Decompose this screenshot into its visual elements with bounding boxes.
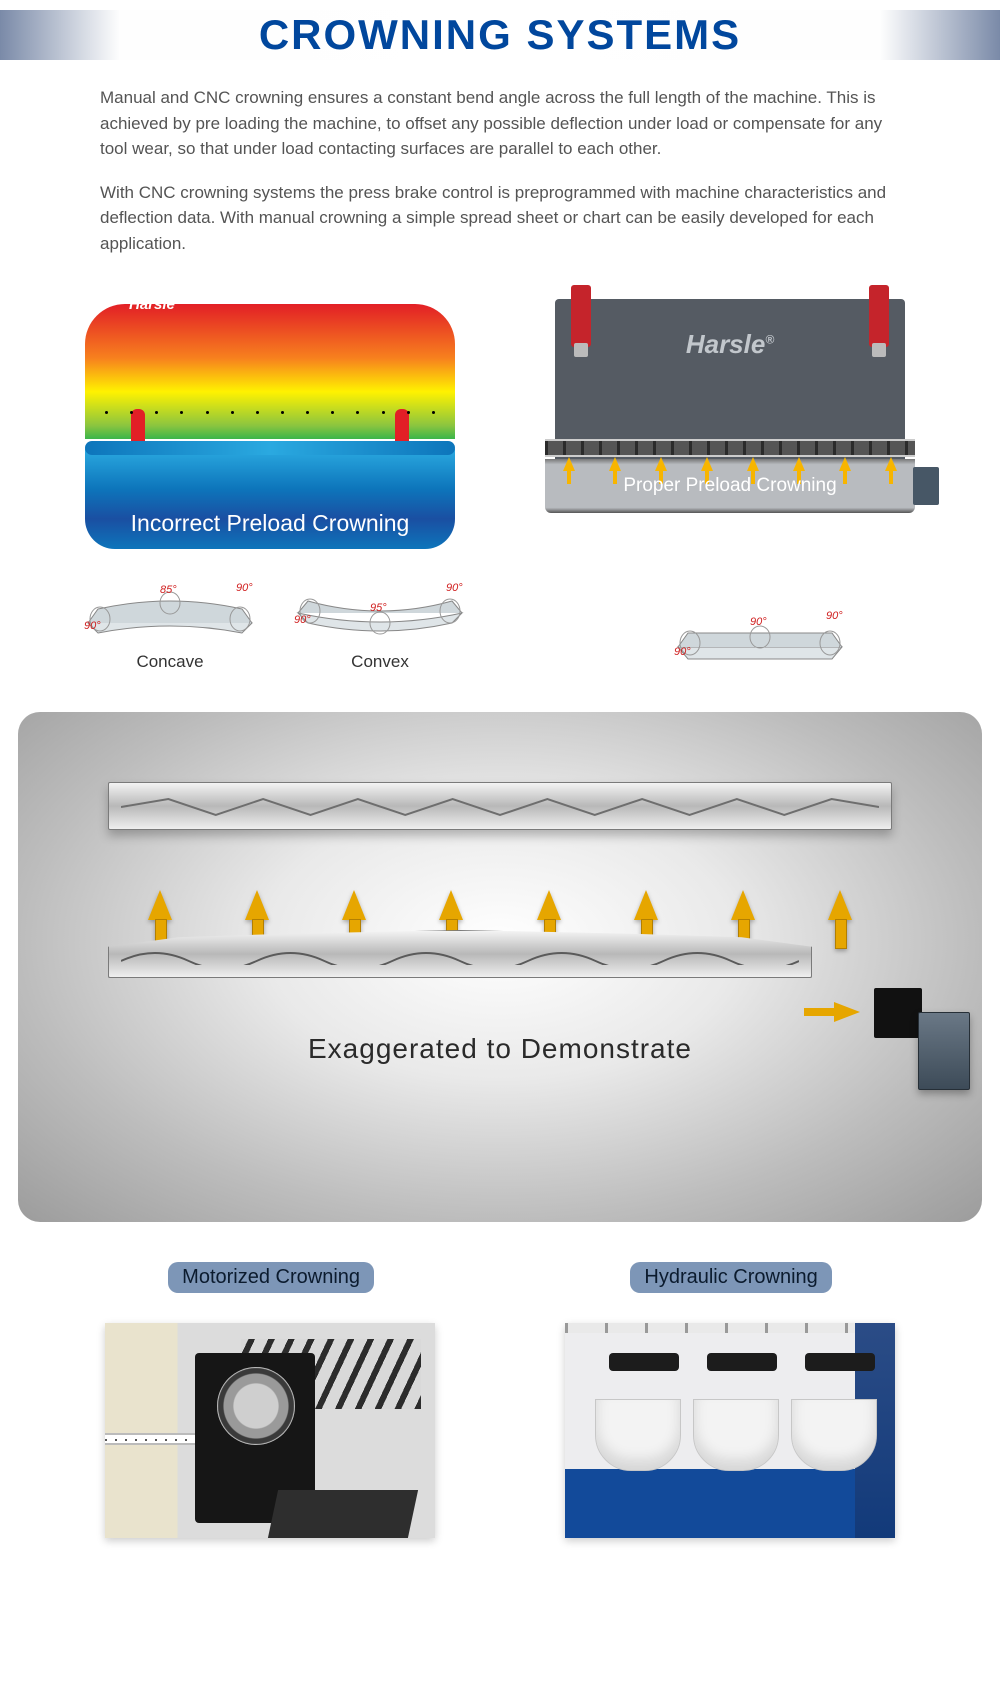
badge-row: Motorized Crowning Hydraulic Crowning [0, 1222, 1000, 1303]
angle-label: 85° [160, 584, 177, 596]
demo-arrows [148, 890, 852, 920]
intro-paragraph-1: Manual and CNC crowning ensures a consta… [100, 85, 900, 162]
arrow-up-icon [609, 457, 621, 471]
drive-motor-icon [913, 467, 939, 505]
tool-dots [105, 411, 435, 415]
angle-label: 90° [294, 614, 311, 626]
arrow-up-icon [701, 457, 713, 471]
arrow-up-icon [731, 890, 755, 920]
demo-caption: Exaggerated to Demonstrate [58, 1033, 942, 1065]
arrow-up-icon [747, 457, 759, 471]
angle-label: 90° [826, 610, 843, 622]
lower-crowned-bar [108, 930, 812, 978]
page-title: CROWNING SYSTEMS [259, 11, 741, 59]
brand-logo: Harsle® [129, 295, 182, 313]
convex-sample: 90° 95° 90° Convex [290, 579, 470, 672]
angle-label: 95° [370, 602, 387, 614]
crowning-arrows [563, 457, 897, 471]
arrow-up-icon [342, 890, 366, 920]
machine-bed: Proper Preload Crowning [545, 459, 915, 513]
proper-preload-figure: Harsle® Proper Preload Crowning [535, 289, 925, 549]
hydraulic-badge: Hydraulic Crowning [630, 1262, 831, 1293]
angle-label: 90° [750, 616, 767, 628]
concave-sample: 90° 85° 90° Concave [80, 579, 260, 672]
motorized-badge: Motorized Crowning [168, 1262, 374, 1293]
intro-paragraph-2: With CNC crowning systems the press brak… [100, 180, 900, 257]
arrow-up-icon [885, 457, 897, 471]
preload-row: Harsle® Incorrect Preload Crowning Harsl… [0, 289, 1000, 579]
arrow-up-icon [828, 890, 852, 920]
drive-cabinet [918, 1012, 970, 1090]
title-banner: CROWNING SYSTEMS [0, 10, 1000, 60]
angle-label: 90° [674, 646, 691, 658]
arrow-up-icon [439, 890, 463, 920]
demo-panel: Exaggerated to Demonstrate [18, 712, 982, 1222]
brand-logo: Harsle® [535, 329, 925, 360]
arrow-up-icon [148, 890, 172, 920]
arrow-right-icon [834, 1002, 860, 1022]
proper-caption: Proper Preload Crowning [545, 475, 915, 497]
arrow-up-icon [655, 457, 667, 471]
convex-label: Convex [290, 652, 470, 672]
arrow-up-icon [563, 457, 575, 471]
arrow-up-icon [634, 890, 658, 920]
arrow-up-icon [537, 890, 561, 920]
bend-samples-row: 90° 85° 90° Concave 90° 95° 90° Convex [0, 579, 1000, 712]
incorrect-caption: Incorrect Preload Crowning [75, 510, 465, 537]
thermal-upper-beam [85, 304, 455, 439]
tooling-bar [545, 439, 915, 457]
intro-block: Manual and CNC crowning ensures a consta… [0, 60, 1000, 289]
arrow-up-icon [839, 457, 851, 471]
correct-sample: 90° 90° 90° [670, 607, 850, 672]
incorrect-preload-figure: Harsle® Incorrect Preload Crowning [75, 289, 465, 549]
angle-label: 90° [236, 582, 253, 594]
photo-row [0, 1303, 1000, 1568]
coupling-block [874, 988, 922, 1038]
concave-label: Concave [80, 652, 260, 672]
motorized-photo [105, 1323, 435, 1538]
arrow-up-icon [793, 457, 805, 471]
hydraulic-photo [565, 1323, 895, 1538]
angle-label: 90° [84, 620, 101, 632]
upper-bar [108, 782, 892, 830]
arrow-up-icon [245, 890, 269, 920]
angle-label: 90° [446, 582, 463, 594]
